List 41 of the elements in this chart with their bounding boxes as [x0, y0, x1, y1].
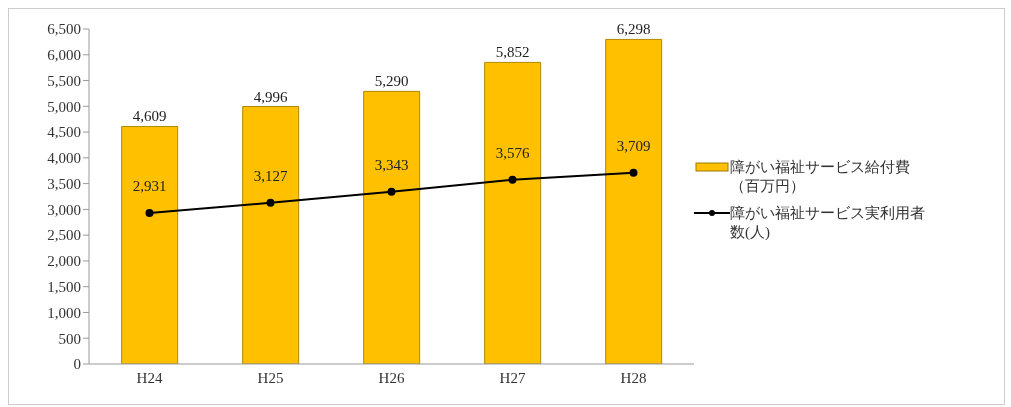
data-label: 3,709 — [616, 137, 651, 154]
data-label: 3,127 — [253, 167, 288, 184]
data-label: 5,290 — [374, 73, 409, 90]
bar — [363, 90, 421, 364]
data-label: 3,343 — [374, 156, 409, 173]
y-tick-label: 1,000 — [47, 304, 81, 321]
point — [387, 187, 396, 196]
point — [145, 208, 154, 217]
y-tick-label: 6,500 — [47, 21, 81, 38]
data-label: 4,996 — [253, 88, 289, 105]
bar — [121, 125, 179, 364]
data-label: 6,298 — [616, 21, 651, 38]
y-tick-label: 2,500 — [47, 227, 81, 244]
point — [508, 175, 517, 184]
y-tick-label: 1,500 — [47, 279, 81, 296]
y-tick-label: 3,000 — [47, 201, 81, 218]
y-tick-label: 0 — [73, 356, 81, 373]
y-tick-label: 4,000 — [47, 150, 81, 167]
y-tick-label: 3,500 — [47, 175, 81, 192]
x-tick-label: H28 — [620, 369, 647, 386]
point — [629, 168, 638, 177]
y-tick-label: 6,000 — [47, 47, 81, 64]
y-tick-label: 4,500 — [47, 124, 81, 141]
legend-label: 障がい福祉サービス実利用者数(人) — [730, 204, 926, 242]
data-label: 3,576 — [495, 144, 530, 161]
x-tick-label: H24 — [136, 369, 163, 386]
data-label: 5,852 — [495, 44, 530, 61]
bar — [484, 61, 542, 364]
data-label: 2,931 — [132, 177, 167, 194]
legend-label: 障がい福祉サービス給付費（百万円） — [730, 158, 911, 196]
data-label: 4,609 — [132, 108, 167, 125]
x-tick-label: H26 — [378, 369, 405, 386]
bar — [605, 38, 663, 364]
y-tick-label: 5,000 — [47, 98, 81, 115]
y-tick-label: 5,500 — [47, 72, 81, 89]
x-tick-label: H25 — [257, 369, 284, 386]
y-tick-label: 500 — [58, 330, 81, 347]
x-tick-label: H27 — [499, 369, 526, 386]
bar — [242, 106, 300, 364]
point — [266, 198, 275, 207]
y-tick-label: 2,000 — [47, 253, 81, 270]
